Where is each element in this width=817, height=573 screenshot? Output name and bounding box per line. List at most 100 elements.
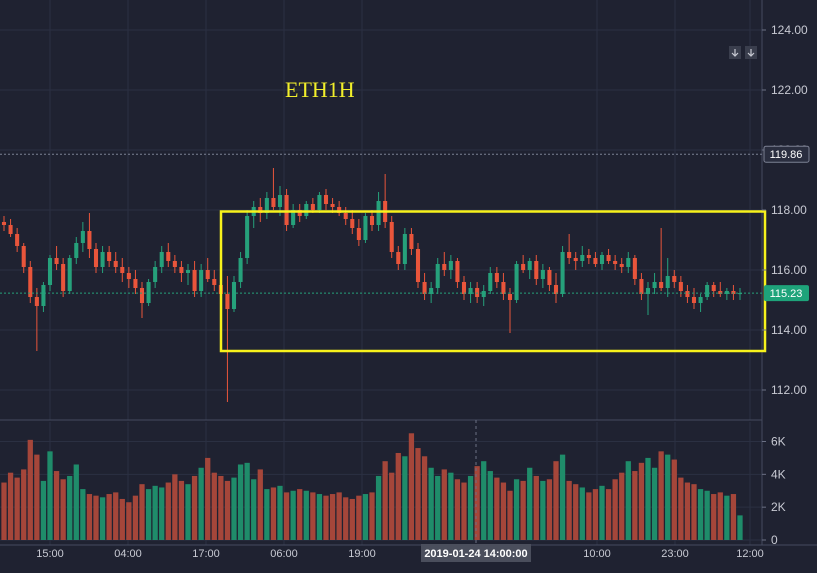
volume-bar — [691, 484, 697, 540]
candle-body — [139, 288, 145, 303]
volume-bar — [99, 497, 106, 540]
volume-bar — [7, 472, 14, 540]
candle-body — [126, 273, 131, 279]
volume-bar — [408, 433, 415, 540]
volume-bar — [303, 490, 309, 540]
price-tick-label: 118.00 — [771, 203, 807, 217]
volume-bar — [665, 454, 671, 540]
volume-bar — [67, 475, 73, 540]
candle-body — [80, 231, 85, 243]
volume-tick-label: 2K — [771, 500, 786, 514]
candle-body — [678, 282, 683, 291]
volume-bar — [559, 454, 566, 540]
volume-bar — [605, 489, 612, 540]
time-tick-label: 10:00 — [583, 548, 611, 560]
candle-body — [455, 261, 460, 282]
candle-body — [205, 270, 210, 279]
volume-bar — [553, 461, 559, 540]
candle-body — [113, 261, 118, 267]
candle-body — [652, 282, 657, 288]
time-tick-label: 23:00 — [661, 548, 689, 560]
price-tick-label: 112.00 — [771, 383, 807, 397]
volume-bar — [277, 485, 283, 540]
crosshair-time-label: 2019-01-24 14:00:00 — [424, 548, 527, 560]
volume-bar — [619, 472, 625, 540]
volume-tick-label: 4K — [771, 467, 786, 481]
volume-bar — [586, 492, 592, 540]
reference-price-label: 119.86 — [770, 149, 803, 161]
volume-bar — [513, 479, 520, 540]
candle-body — [323, 195, 329, 204]
volume-bar — [237, 464, 244, 540]
volume-bar — [329, 494, 336, 540]
volume-bar — [474, 466, 480, 540]
last-price-badge: 115.23 — [764, 285, 809, 302]
volume-bar — [80, 489, 86, 540]
candle-body — [41, 285, 46, 306]
candle-body — [613, 261, 618, 264]
arrow-down-icon — [747, 49, 755, 57]
candle-body — [475, 288, 480, 297]
candle-body — [310, 204, 315, 210]
volume-bar — [244, 462, 250, 540]
volume-bar — [579, 487, 585, 540]
volume-bar — [533, 475, 539, 540]
candle-body — [573, 258, 578, 261]
candle-body — [185, 270, 191, 273]
volume-bar — [343, 497, 349, 540]
candle-body — [422, 282, 427, 294]
candle-body — [580, 255, 585, 261]
volume-bar — [86, 494, 93, 540]
candle-body — [448, 261, 453, 270]
candle-body — [494, 273, 499, 282]
volume-bar — [198, 467, 204, 540]
volume-bar — [625, 461, 631, 540]
volume-bar — [704, 490, 710, 540]
candle-body — [350, 219, 355, 228]
candle-body — [632, 258, 637, 279]
candle-body — [264, 198, 269, 213]
volume-bar — [441, 469, 447, 540]
volume-bar — [231, 477, 237, 540]
volume-bar — [1, 482, 7, 540]
volume-bars — [1, 433, 743, 540]
volume-bar — [612, 479, 618, 540]
volume-bar — [494, 477, 500, 540]
volume-bar — [402, 456, 408, 540]
price-tick-label: 114.00 — [771, 323, 807, 337]
candle-body — [93, 249, 99, 267]
volume-bar — [211, 472, 217, 540]
volume-bar — [323, 495, 329, 540]
volume-bar — [264, 489, 270, 540]
volume-bar — [487, 471, 493, 540]
volume-bar — [435, 475, 441, 540]
highlight-box — [219, 210, 767, 353]
candle-body — [369, 216, 375, 225]
candle-body — [376, 201, 381, 225]
scale-buttons[interactable] — [729, 46, 757, 59]
volume-bar — [573, 484, 579, 540]
volume-bar — [540, 480, 546, 540]
time-tick-label: 15:00 — [36, 548, 64, 560]
candle-body — [429, 288, 434, 294]
volume-bar — [638, 462, 645, 540]
volume-bar — [527, 467, 533, 540]
candle-body — [133, 279, 138, 288]
candle-body — [514, 264, 519, 300]
volume-tick-label: 0 — [771, 533, 778, 547]
volume-bar — [297, 489, 303, 540]
candle-body — [330, 204, 335, 207]
candle-body — [363, 216, 368, 240]
volume-bar — [14, 477, 20, 540]
candle-body — [231, 282, 237, 309]
volume-bar — [395, 452, 401, 540]
candle-body — [435, 264, 440, 288]
candle-body — [626, 258, 631, 267]
candle-body — [47, 258, 53, 285]
volume-bar — [717, 492, 723, 540]
time-tick-label: 17:00 — [192, 548, 220, 560]
candle-body — [304, 204, 309, 216]
candle-body — [593, 258, 598, 264]
volume-bar — [599, 485, 605, 540]
